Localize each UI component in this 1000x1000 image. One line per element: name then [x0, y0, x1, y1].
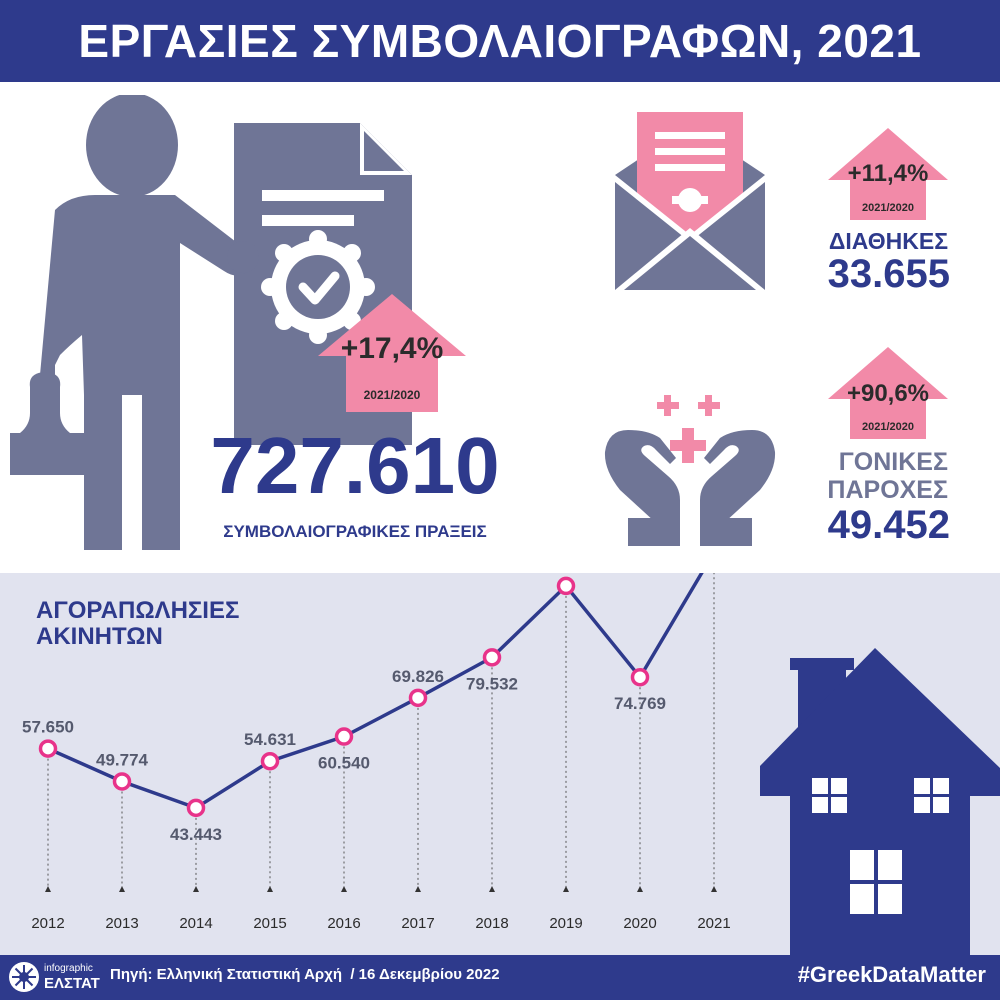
wills-label: ΔΙΑΘΗΚΕΣ — [828, 228, 948, 254]
elstat-logo-icon — [9, 962, 39, 992]
chart-title: ΑΓΟΡΑΠΩΛΗΣΙΕΣ ΑΚΙΝΗΤΩΝ — [36, 598, 239, 650]
wills-increase-arrow-icon — [828, 128, 948, 220]
parental-label: ΓΟΝΙΚΕΣ ΠΑΡΟΧΕΣ — [780, 448, 948, 504]
axis-tick — [341, 886, 347, 892]
wills-value: 33.655 — [827, 252, 950, 296]
x-tick-label-2013: 2013 — [105, 915, 138, 932]
data-label-2012: 57.650 — [22, 718, 74, 737]
axis-tick — [637, 886, 643, 892]
axis-tick — [489, 886, 495, 892]
data-label-2019: 96.662 — [540, 573, 592, 574]
main-stat-period: 2021/2020 — [363, 388, 421, 402]
data-label-2014: 43.443 — [170, 825, 222, 844]
x-tick-label-2017: 2017 — [401, 915, 434, 932]
chart-title-line2: ΑΚΙΝΗΤΩΝ — [36, 623, 163, 650]
x-tick-label-2020: 2020 — [623, 915, 656, 932]
axis-tick — [119, 886, 125, 892]
axis-tick — [711, 886, 717, 892]
data-point-2020 — [630, 667, 650, 687]
x-tick-label-2021: 2021 — [697, 915, 730, 932]
axis-tick — [45, 886, 51, 892]
house-icon — [760, 648, 1000, 955]
logo-caption-top: infographic — [44, 963, 93, 974]
series-line — [47, 573, 704, 810]
x-tick-label-2012: 2012 — [31, 915, 64, 932]
data-point-2018 — [482, 648, 502, 667]
parental-change: +90,6% — [846, 380, 930, 407]
parental-gift-hands-icon — [604, 395, 776, 546]
data-label-2016: 60.540 — [318, 754, 370, 773]
x-tick-label-2018: 2018 — [475, 915, 508, 932]
main-stat-label: ΣΥΜΒΟΛΑΙΟΓΡΑΦΙΚΕΣ ΠΡΑΞΕΙΣ — [223, 522, 487, 541]
data-point-2013 — [112, 772, 132, 791]
data-point-2015 — [260, 751, 280, 771]
x-tick-label-2015: 2015 — [253, 915, 286, 932]
data-point-2017 — [408, 688, 428, 708]
data-point-2016 — [334, 727, 354, 746]
axis-tick — [267, 886, 273, 892]
axis-tick — [193, 886, 199, 892]
logo-caption-bottom: ΕΛΣΤΑΤ — [44, 975, 100, 992]
footer-hashtag: #GreekDataMatter — [797, 962, 986, 987]
parental-label-line2: ΠΑΡΟΧΕΣ — [827, 476, 948, 504]
data-label-2018: 79.532 — [466, 674, 518, 693]
main-stat-change: +17,4% — [340, 332, 444, 365]
x-tick-label-2014: 2014 — [179, 915, 212, 932]
data-point-2014 — [186, 798, 206, 818]
data-point-2012 — [38, 739, 58, 758]
data-label-2017: 69.826 — [392, 667, 444, 686]
axis-tick — [415, 886, 421, 892]
data-label-2013: 49.774 — [96, 750, 149, 769]
wills-period: 2021/2020 — [862, 202, 914, 214]
page-title: ΕΡΓΑΣΙΕΣ ΣΥΜΒΟΛΑΙΟΓΡΑΦΩΝ, 2021 — [78, 15, 922, 67]
parental-period: 2021/2020 — [862, 421, 914, 433]
parental-value: 49.452 — [827, 503, 950, 547]
sales-line-chart: 57.650 49.774 43.443 54.631 60.540 69.826 79.5… — [22, 573, 731, 932]
chart-title-line1: ΑΓΟΡΑΠΩΛΗΣΙΕΣ — [36, 597, 240, 624]
wills-change: +11,4% — [847, 160, 929, 187]
data-label-2015: 54.631 — [244, 730, 296, 749]
footer-source: Πηγή: Ελληνική Στατιστική Αρχή / 16 Δεκε… — [110, 966, 500, 983]
parental-label-line1: ΓΟΝΙΚΕΣ — [838, 448, 948, 476]
footer-bar — [0, 955, 1000, 1000]
main-stat-value: 727.610 — [210, 421, 500, 510]
x-tick-label-2019: 2019 — [549, 915, 582, 932]
envelope-will-icon — [615, 112, 765, 290]
parental-increase-arrow-icon — [828, 347, 948, 439]
x-tick-label-2016: 2016 — [327, 915, 360, 932]
data-point-2019 — [556, 576, 576, 596]
data-label-2020: 74.769 — [614, 694, 666, 713]
main-increase-arrow-icon — [318, 294, 466, 412]
header-bar — [0, 0, 1000, 82]
axis-tick — [563, 886, 569, 892]
